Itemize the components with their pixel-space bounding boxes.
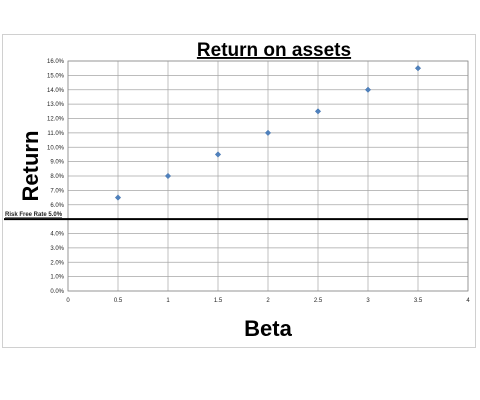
- x-tick-label: 2.5: [314, 298, 323, 304]
- x-tick-label: 0: [66, 298, 70, 304]
- x-tick-label: 1: [166, 298, 170, 304]
- x-tick-label: 3.5: [414, 298, 423, 304]
- y-tick-label: 2.0%: [50, 260, 64, 266]
- y-tick-label: 0.0%: [50, 289, 64, 295]
- y-tick-label: 10.0%: [47, 145, 65, 151]
- x-tick-label: 3: [366, 298, 370, 304]
- data-point: [314, 108, 322, 115]
- data-point: [114, 194, 122, 201]
- x-tick-label: 4: [466, 298, 470, 304]
- x-axis-title: Beta: [244, 316, 292, 341]
- y-tick-label: 4.0%: [50, 232, 64, 238]
- data-point: [164, 172, 172, 180]
- y-tick-label: 15.0%: [47, 73, 65, 79]
- y-tick-label: 12.0%: [47, 117, 65, 123]
- data-point: [414, 65, 422, 72]
- chart-frame: [2, 34, 476, 348]
- y-tick-label: 8.0%: [50, 174, 64, 180]
- y-tick-label: 9.0%: [50, 160, 64, 166]
- risk-free-rate-label: Risk Free Rate 5.0%: [5, 212, 63, 218]
- y-tick-label: 13.0%: [47, 102, 65, 108]
- data-point: [214, 151, 222, 158]
- y-tick-label: 1.0%: [50, 275, 64, 281]
- y-tick-label: 11.0%: [47, 131, 64, 137]
- plot-area-border: [67, 60, 469, 292]
- chart-title: Return on assets: [197, 40, 351, 61]
- x-tick-label: 1.5: [214, 298, 223, 304]
- x-tick-label: 2: [266, 298, 270, 304]
- data-point: [364, 86, 372, 93]
- y-tick-label: 3.0%: [50, 246, 64, 252]
- y-axis-title: Return: [18, 131, 43, 202]
- x-tick-label: 0.5: [114, 298, 123, 304]
- y-tick-label: 14.0%: [47, 88, 65, 94]
- data-point: [264, 129, 272, 136]
- y-tick-label: 7.0%: [50, 188, 64, 194]
- y-tick-label: 6.0%: [50, 203, 64, 209]
- y-tick-label: 16.0%: [47, 59, 65, 65]
